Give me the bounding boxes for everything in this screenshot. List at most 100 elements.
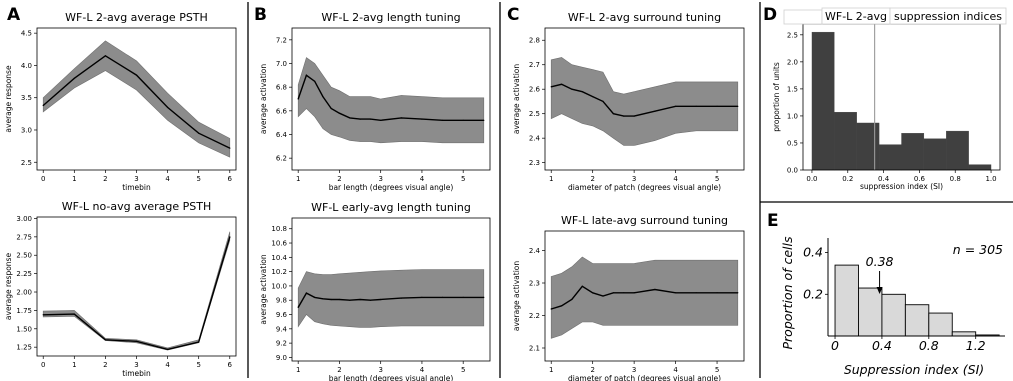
data-point xyxy=(338,298,340,301)
x-tick-label: 3 xyxy=(378,175,382,183)
histogram-bar xyxy=(856,122,880,171)
x-tick-label: 3 xyxy=(134,361,138,369)
error-band xyxy=(297,57,485,144)
data-point xyxy=(305,74,307,76)
y-tick-label: 4.0 xyxy=(21,62,32,70)
y-tick-label: 9.2 xyxy=(276,340,287,348)
data-point xyxy=(442,296,444,298)
data-point xyxy=(592,292,594,294)
panel-letter-d: D xyxy=(763,5,777,25)
histogram-bar xyxy=(923,138,947,171)
data-point xyxy=(369,299,371,301)
data-point xyxy=(229,236,231,238)
x-tick-label: 0.8 xyxy=(919,338,939,353)
x-tick-label: 5 xyxy=(715,366,719,374)
data-point xyxy=(633,292,635,294)
mean-line xyxy=(551,83,738,117)
plot-frame xyxy=(544,27,745,171)
chart-a1: 0 1 2 3 4 5 6 2.5 3.0 3.5 4.0 4.5 WF-L 2-avg average… xyxy=(4,11,237,192)
y-tick-label: 2.6 xyxy=(529,86,541,94)
y-tick-label: 1.25 xyxy=(16,344,32,352)
data-point xyxy=(330,107,332,110)
data-point xyxy=(612,113,615,115)
y-axis-label: Proportion of cells xyxy=(780,236,795,349)
data-point xyxy=(571,88,573,90)
x-tick-label: 0 xyxy=(41,361,45,369)
y-tick-label: 2.00 xyxy=(16,289,32,297)
data-point xyxy=(737,105,739,107)
data-point xyxy=(314,296,316,298)
y-tick-label: 10.8 xyxy=(271,225,287,233)
x-tick-label: 5 xyxy=(196,361,200,369)
data-point xyxy=(400,297,402,299)
data-point xyxy=(42,314,44,316)
data-point xyxy=(297,98,299,100)
data-point xyxy=(716,292,718,294)
histogram-bar xyxy=(811,31,835,171)
x-tick-label: 0.8 xyxy=(950,175,961,183)
chart-title-suffix: suppression indices xyxy=(894,10,1002,23)
x-tick-label: 5 xyxy=(196,175,200,183)
y-tick-label: 3.5 xyxy=(21,94,32,102)
y-tick-label: 2.0 xyxy=(787,58,798,66)
y-tick-label: 0.4 xyxy=(803,245,823,260)
mean-line xyxy=(43,236,231,351)
data-point xyxy=(612,292,615,294)
y-axis-label: proportion of units xyxy=(772,62,781,132)
x-tick-label: 2 xyxy=(590,175,594,183)
chart-a2: 0 1 2 3 4 5 6 1.25 1.50 1.75 2.00 2.25 2.50 2.75 3.00 W… xyxy=(4,200,237,378)
y-tick-label: 3.0 xyxy=(21,126,32,134)
y-tick-label: 7.0 xyxy=(276,60,287,68)
x-tick-label: 1 xyxy=(72,361,76,369)
data-point xyxy=(322,96,324,98)
x-tick-label: 1 xyxy=(296,175,300,183)
plot-frame xyxy=(544,230,745,362)
panel-letter-a: A xyxy=(7,5,21,25)
error-band xyxy=(550,57,739,146)
y-axis-label: average activation xyxy=(512,261,521,331)
chart-title: WF-L no-avg average PSTH xyxy=(62,200,212,213)
panel-letter-b: B xyxy=(254,5,267,25)
x-tick-label: 0.0 xyxy=(806,175,817,183)
chart-title: WF-L 2-avg surround tuning xyxy=(568,11,721,24)
data-point xyxy=(369,118,371,120)
data-point xyxy=(42,104,44,107)
y-tick-label: 10.4 xyxy=(271,254,287,262)
histogram-bar xyxy=(881,293,906,337)
data-point xyxy=(198,132,200,134)
y-tick-label: 1.5 xyxy=(787,85,798,93)
y-tick-label: 7.2 xyxy=(276,36,287,44)
y-tick-label: 2.3 xyxy=(529,159,540,167)
data-point xyxy=(421,118,423,120)
chart-b2: 1 2 3 4 5 9.0 9.2 9.4 9.6 9.8 10.0 10.2 10.4 10.6 10.8… xyxy=(259,201,491,381)
histogram-bar xyxy=(834,264,859,337)
data-point xyxy=(198,341,200,343)
y-tick-label: 10.0 xyxy=(271,282,287,290)
data-point xyxy=(581,91,583,93)
data-point xyxy=(305,292,307,294)
y-tick-label: 6.8 xyxy=(276,84,287,92)
data-point xyxy=(602,295,604,297)
x-tick-label: 4 xyxy=(420,366,425,374)
plot-frame xyxy=(36,216,237,357)
histogram-bar xyxy=(951,331,977,337)
data-point xyxy=(73,77,75,79)
data-point xyxy=(314,80,316,82)
y-tick-label: 1.75 xyxy=(16,307,32,315)
data-point xyxy=(695,105,697,107)
x-tick-label: 6 xyxy=(228,175,233,183)
x-axis-label: bar length (degrees visual angle) xyxy=(329,183,454,192)
x-tick-label: 4 xyxy=(673,366,678,374)
y-tick-label: 9.6 xyxy=(276,311,288,319)
data-point xyxy=(675,105,677,107)
chart-c1: 1 2 3 4 5 2.3 2.4 2.5 2.6 2.7 2.8 WF-L 2-avg surrou… xyxy=(512,11,745,192)
x-tick-label: 1.0 xyxy=(985,175,996,183)
data-point xyxy=(104,339,106,341)
data-point xyxy=(716,105,718,107)
x-axis-label: diameter of patch (degrees visual angle) xyxy=(568,374,721,381)
y-tick-label: 1.50 xyxy=(16,325,32,333)
mean-line xyxy=(550,285,738,310)
plot-frame xyxy=(36,27,237,171)
data-point xyxy=(592,96,594,98)
